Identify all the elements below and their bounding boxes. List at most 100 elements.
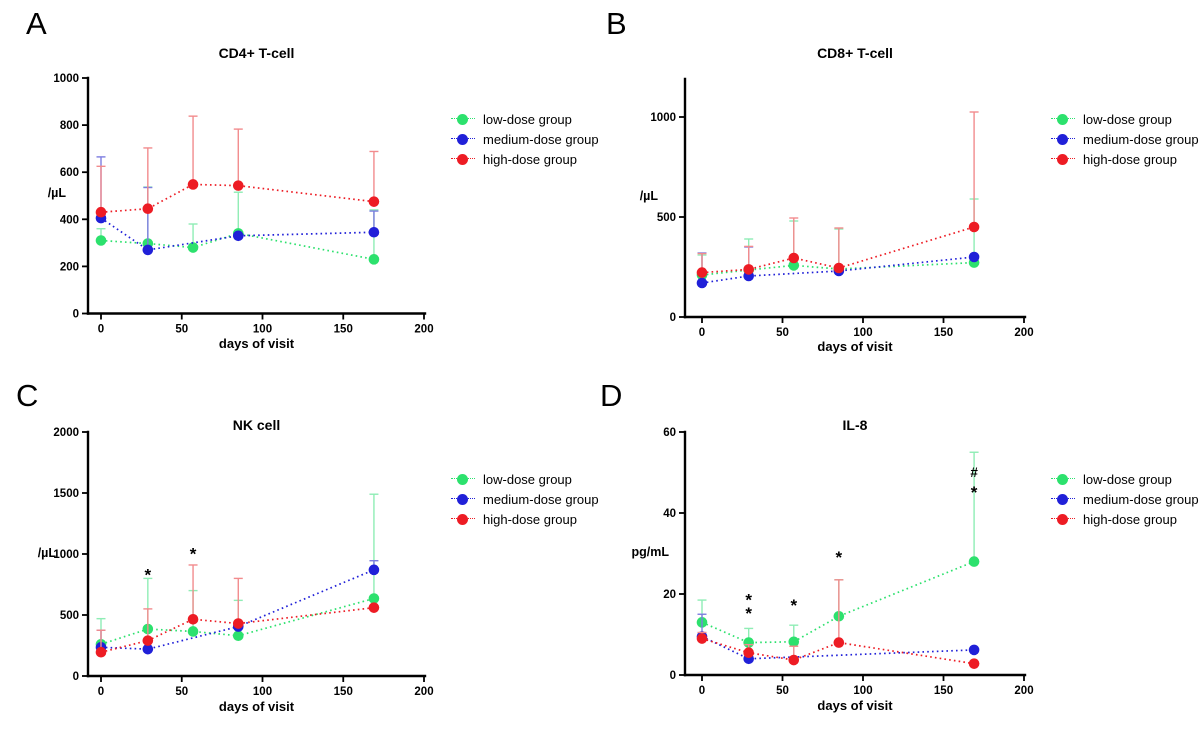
legend-label: low-dose group [483, 112, 572, 127]
chart-title-c: NK cell [232, 417, 281, 433]
legend-marker-icon [451, 153, 475, 166]
data-point [833, 637, 845, 648]
x-tick-label: 50 [776, 327, 789, 339]
significance-marker: * [145, 565, 152, 584]
legend-marker-icon [451, 113, 475, 126]
data-point [968, 658, 980, 669]
legend-b: low-dose group medium-dose group high-dose… [1051, 112, 1199, 167]
data-point [142, 635, 154, 646]
panel-b: B CD8+ T-cell /µL days of visit 0 500 1000… [600, 0, 1200, 372]
data-point [95, 646, 107, 658]
legend-label: high-dose group [1083, 152, 1177, 167]
data-point [142, 244, 154, 256]
plot-area-b: 0 500 1000 0 50 100 150 200 [650, 77, 1034, 339]
x-tick-label: 150 [934, 327, 953, 339]
data-point [696, 267, 708, 278]
data-point [232, 180, 244, 191]
legend-label: medium-dose group [1083, 492, 1199, 507]
data-point [368, 593, 380, 604]
data-point [232, 618, 244, 629]
y-tick-label: 1000 [53, 73, 79, 85]
data-point [968, 221, 980, 233]
y-axis-unit-d: pg/mL [631, 545, 670, 559]
panel-c: C NK cell /µL days of visit 0 500 1000 1500… [0, 372, 600, 744]
y-tick-label: 20 [663, 589, 676, 601]
x-tick-label: 200 [414, 686, 433, 698]
legend-item-low-dose: low-dose group [451, 472, 599, 487]
legend-item-low-dose: low-dose group [1051, 112, 1199, 127]
data-point [968, 556, 980, 567]
legend-item-medium-dose: medium-dose group [1051, 132, 1199, 147]
x-tick-label: 0 [699, 327, 705, 339]
x-tick-label: 50 [175, 324, 188, 336]
panel-label-b: B [606, 6, 628, 41]
x-tick-label: 50 [776, 685, 789, 697]
data-point [788, 654, 800, 666]
legend-label: low-dose group [1083, 472, 1172, 487]
legend-item-high-dose: high-dose group [1051, 152, 1199, 167]
x-tick-label: 200 [1014, 685, 1033, 697]
data-point [696, 633, 708, 644]
legend-marker-icon [1051, 153, 1075, 166]
data-point [743, 647, 754, 659]
data-point [788, 260, 800, 271]
data-point [743, 264, 754, 275]
significance-marker: # [970, 465, 978, 480]
legend-label: medium-dose group [483, 132, 599, 147]
y-tick-label: 600 [60, 167, 79, 179]
y-tick-label: 60 [663, 427, 676, 439]
legend-label: low-dose group [1083, 112, 1172, 127]
series-low-dose [95, 186, 380, 265]
x-tick-label: 100 [253, 324, 272, 336]
series-line [701, 256, 975, 284]
data-point [968, 644, 980, 656]
series-line [701, 637, 975, 665]
x-axis-label-a: days of visit [218, 336, 295, 351]
legend-item-low-dose: low-dose group [1051, 472, 1199, 487]
significance-marker: * [790, 596, 797, 615]
legend-item-medium-dose: medium-dose group [451, 492, 599, 507]
y-axis-unit-a: /µL [47, 186, 66, 200]
x-tick-label: 150 [934, 685, 953, 697]
y-axis-unit-c: /µL [37, 546, 56, 560]
legend-item-high-dose: high-dose group [451, 512, 599, 527]
chart-title-a: CD4+ T-cell [218, 45, 295, 61]
legend-label: high-dose group [1083, 512, 1177, 527]
data-point [95, 235, 107, 246]
series-medium-dose [95, 156, 380, 256]
legend-label: medium-dose group [483, 492, 599, 507]
legend-marker-icon [451, 133, 475, 146]
y-tick-label: 1000 [53, 549, 79, 561]
data-point [968, 251, 980, 263]
axes [86, 76, 427, 315]
data-point [368, 196, 380, 207]
y-tick-label: 0 [670, 670, 676, 682]
y-tick-label: 0 [73, 671, 79, 683]
axes [683, 430, 1027, 677]
legend-item-low-dose: low-dose group [451, 112, 599, 127]
data-point [368, 564, 380, 576]
significance-marker: * [745, 604, 752, 623]
significance-marker: * [190, 545, 197, 564]
panel-label-a: A [26, 6, 48, 41]
panel-label-c: C [16, 378, 39, 413]
x-tick-label: 200 [414, 324, 433, 336]
plot-area-a: 0 200 400 600 800 1000 0 50 100 150 200 [53, 73, 433, 336]
legend-d: low-dose group medium-dose group high-dose… [1051, 472, 1199, 527]
series-line [100, 217, 374, 251]
data-point [232, 630, 244, 642]
data-point [368, 226, 380, 238]
data-point [788, 636, 800, 648]
data-point [142, 643, 154, 655]
series-line [701, 560, 975, 644]
x-tick-label: 0 [98, 324, 104, 336]
data-point [696, 277, 708, 289]
plot-area-c: 0 500 1000 1500 2000 0 50 100 150 200 * * [53, 427, 433, 698]
x-tick-label: 0 [699, 685, 705, 697]
legend-marker-icon [451, 473, 475, 486]
chart-title-d: IL-8 [842, 417, 868, 433]
x-tick-label: 150 [334, 686, 353, 698]
panel-d: D IL-8 pg/mL days of visit 0 20 40 60 0 50 100… [600, 372, 1200, 744]
